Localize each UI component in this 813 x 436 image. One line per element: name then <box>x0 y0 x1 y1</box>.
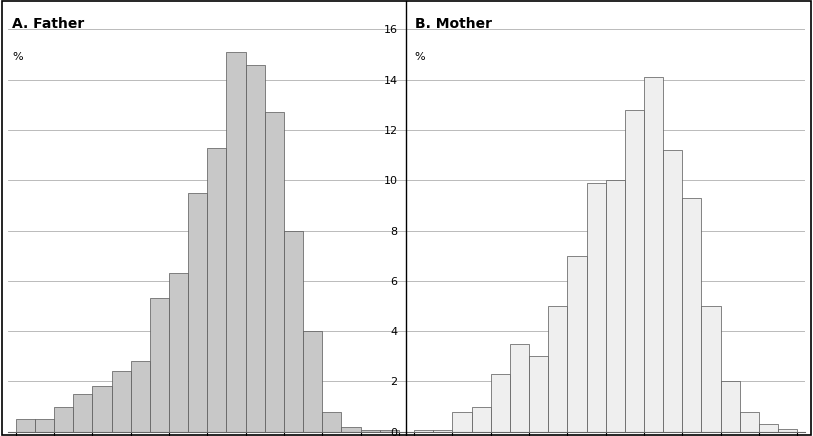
Bar <box>284 231 303 432</box>
Text: B. Mother: B. Mother <box>0 435 1 436</box>
Bar <box>720 382 740 432</box>
Bar <box>188 193 207 432</box>
Bar <box>414 430 433 432</box>
Bar <box>606 181 625 432</box>
Bar <box>111 371 131 432</box>
Bar <box>169 273 188 432</box>
Bar <box>625 110 644 432</box>
Bar <box>150 298 169 432</box>
Bar <box>227 52 246 432</box>
Text: %: % <box>415 52 425 62</box>
Bar <box>472 406 491 432</box>
Bar <box>303 331 322 432</box>
Bar <box>246 65 265 432</box>
Bar <box>548 306 567 432</box>
Bar <box>131 361 150 432</box>
Bar <box>510 344 529 432</box>
Bar <box>73 394 93 432</box>
Bar <box>207 148 227 432</box>
Text: %: % <box>12 52 23 62</box>
Bar <box>663 150 682 432</box>
Text: B. Mother: B. Mother <box>415 17 492 31</box>
Bar <box>567 255 586 432</box>
Text: %: % <box>0 435 1 436</box>
Bar <box>644 77 663 432</box>
Bar <box>322 412 341 432</box>
Bar <box>586 183 606 432</box>
Bar <box>529 356 548 432</box>
Text: %: % <box>0 435 1 436</box>
Bar <box>491 374 510 432</box>
Bar <box>778 429 798 432</box>
Bar <box>702 306 720 432</box>
Bar <box>740 412 759 432</box>
Bar <box>453 412 472 432</box>
Bar <box>265 112 284 432</box>
Bar <box>93 386 111 432</box>
Bar <box>54 406 73 432</box>
Bar <box>360 430 380 432</box>
Bar <box>15 419 35 432</box>
Bar <box>35 419 54 432</box>
Bar <box>682 198 702 432</box>
Bar <box>380 430 399 432</box>
Bar <box>341 426 360 432</box>
Bar <box>759 424 778 432</box>
Text: A. Father: A. Father <box>0 435 1 436</box>
Text: A. Father: A. Father <box>12 17 85 31</box>
Bar <box>433 430 453 432</box>
